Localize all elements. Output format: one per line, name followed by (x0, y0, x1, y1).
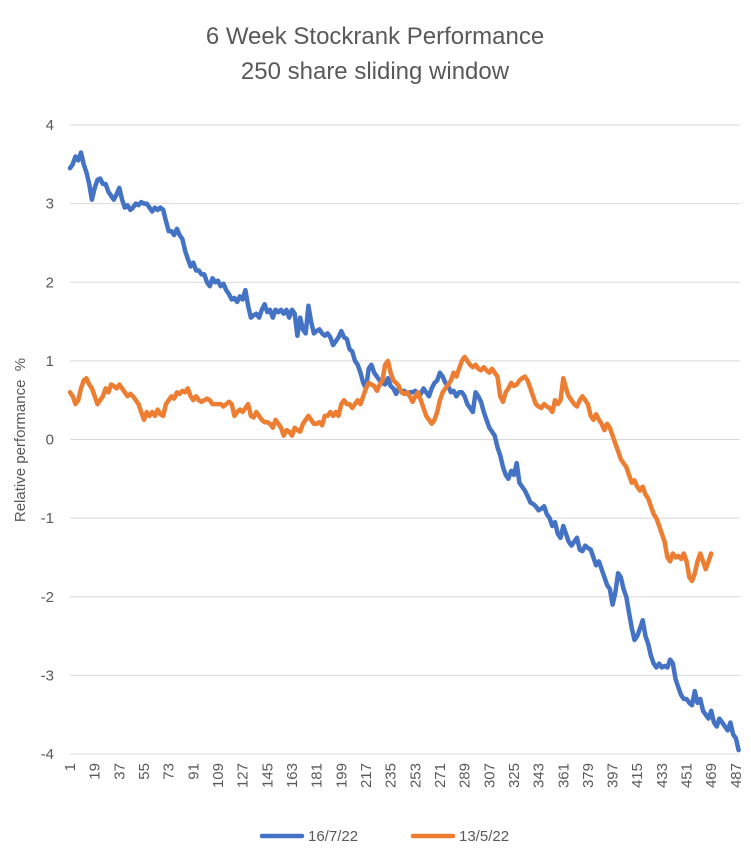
y-axis-ticks: 4 3 2 1 0 -1 -2 -3 -4 (41, 117, 54, 763)
x-tick-label: 289 (457, 763, 474, 788)
x-axis-ticks: 1 19 37 55 73 91 109 127 145 163 181 199 217 235 253 27… (62, 763, 745, 788)
x-tick-label: 271 (432, 763, 449, 788)
y-tick-label: -4 (41, 746, 54, 763)
x-tick-label: 109 (210, 763, 227, 788)
x-tick-label: 19 (87, 763, 104, 780)
x-tick-label: 253 (407, 763, 424, 788)
x-tick-label: 73 (161, 763, 178, 780)
x-tick-label: 37 (111, 763, 128, 780)
y-tick-label: 0 (46, 432, 54, 449)
y-tick-label: 4 (46, 117, 54, 134)
x-tick-label: 325 (506, 763, 523, 788)
y-tick-label: 1 (46, 353, 54, 370)
x-tick-label: 361 (555, 763, 572, 788)
x-tick-label: 433 (654, 763, 671, 788)
x-tick-label: 163 (284, 763, 301, 788)
y-tick-label: 2 (46, 274, 54, 291)
x-tick-label: 415 (629, 763, 646, 788)
series-lines (67, 150, 741, 753)
y-tick-label: -3 (41, 667, 54, 684)
x-tick-label: 397 (605, 763, 622, 788)
series-line-2 (67, 354, 714, 584)
x-tick-label: 217 (358, 763, 375, 788)
x-tick-label: 91 (185, 763, 202, 780)
x-tick-label: 307 (481, 763, 498, 788)
x-tick-label: 235 (383, 763, 400, 788)
x-tick-label: 127 (235, 763, 252, 788)
y-tick-label: -2 (41, 589, 54, 606)
series-line-1 (67, 150, 741, 753)
x-tick-label: 181 (309, 763, 326, 788)
x-tick-label: 145 (259, 763, 276, 788)
x-tick-label: 199 (333, 763, 350, 788)
legend-label: 16/7/22 (308, 828, 358, 845)
y-tick-label: 3 (46, 196, 54, 213)
x-tick-label: 451 (679, 763, 696, 788)
x-tick-label: 1 (62, 763, 79, 771)
x-tick-label: 487 (728, 763, 745, 788)
chart-subtitle: 250 share sliding window (241, 58, 510, 85)
legend: 16/7/22 13/5/22 (259, 828, 509, 845)
chart-title: 6 Week Stockrank Performance (206, 23, 544, 50)
legend-label: 13/5/22 (459, 828, 509, 845)
gridlines (70, 124, 740, 755)
x-tick-label: 343 (531, 763, 548, 788)
y-axis-title: Relative performance % (12, 358, 29, 522)
x-tick-label: 55 (136, 763, 153, 780)
x-tick-label: 469 (703, 763, 720, 788)
y-tick-label: -1 (41, 510, 54, 527)
x-tick-label: 379 (580, 763, 597, 788)
